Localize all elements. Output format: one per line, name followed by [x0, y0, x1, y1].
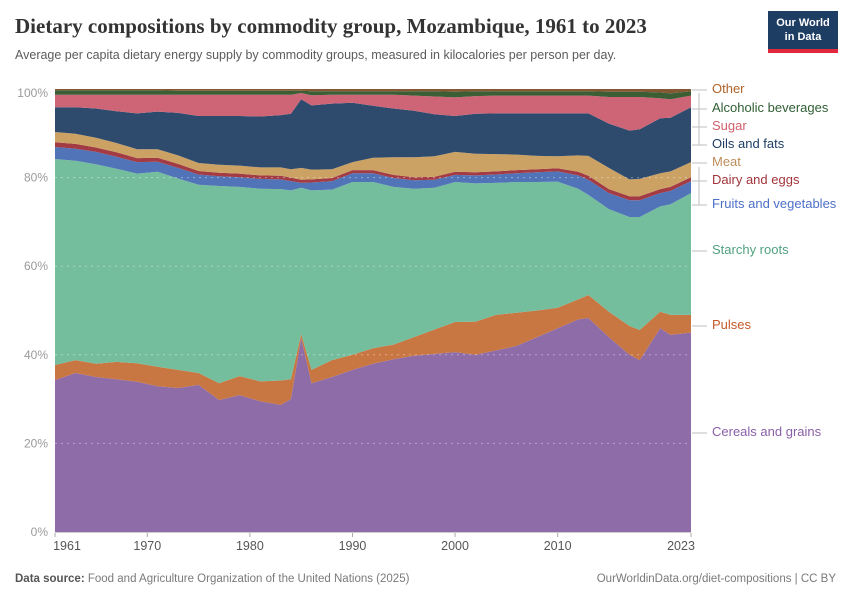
legend-item-fruits-and-vegetables[interactable]: Fruits and vegetables: [712, 196, 837, 211]
area-dairy-and-eggs[interactable]: [55, 142, 691, 201]
data-source-note: Data source: Food and Agriculture Organi…: [15, 573, 409, 585]
area-fruits-and-vegetables[interactable]: [55, 147, 691, 217]
attribution-link[interactable]: OurWorldinData.org/diet-compositions | C…: [596, 573, 836, 585]
chart-subtitle: Average per capita dietary energy supply…: [15, 48, 617, 62]
owid-logo-line1: Our World: [776, 17, 830, 29]
x-tick-label: 2023: [667, 539, 695, 553]
area-sugar[interactable]: [55, 93, 691, 131]
y-tick-label: 20%: [24, 436, 48, 450]
area-cereals-and-grains[interactable]: [55, 318, 691, 532]
x-tick-label: 1961: [53, 539, 81, 553]
area-other[interactable]: [55, 89, 691, 94]
legend-item-other[interactable]: Other: [712, 81, 745, 96]
chart-footer: Data source: Food and Agriculture Organi…: [0, 563, 850, 600]
x-tick-label: 1980: [236, 539, 264, 553]
area-oils-and-fats[interactable]: [55, 99, 691, 180]
legend-item-sugar[interactable]: Sugar: [712, 118, 747, 133]
legend-item-oils-and-fats[interactable]: Oils and fats: [712, 136, 785, 151]
area-pulses[interactable]: [55, 295, 691, 405]
data-source-label: Data source:: [15, 573, 85, 585]
y-tick-label: 80%: [24, 171, 48, 185]
owid-logo-line2: in Data: [784, 31, 822, 44]
owid-logo[interactable]: Our World in Data: [768, 11, 838, 53]
y-tick-label: 40%: [24, 348, 48, 362]
x-tick-label: 2000: [441, 539, 469, 553]
legend-item-pulses[interactable]: Pulses: [712, 317, 752, 332]
legend-item-cereals-and-grains[interactable]: Cereals and grains: [712, 424, 822, 439]
legend-item-meat[interactable]: Meat: [712, 154, 741, 169]
area-starchy-roots[interactable]: [55, 159, 691, 384]
x-tick-label: 2010: [544, 539, 572, 553]
data-source-text: Food and Agriculture Organization of the…: [84, 573, 410, 585]
x-tick-label: 1970: [133, 539, 161, 553]
y-tick-label: 100%: [17, 86, 48, 100]
legend-item-starchy-roots[interactable]: Starchy roots: [712, 242, 789, 257]
y-tick-label: 0%: [31, 525, 49, 539]
legend-item-dairy-and-eggs[interactable]: Dairy and eggs: [712, 172, 800, 187]
legend-item-alcoholic-beverages[interactable]: Alcoholic beverages: [712, 100, 829, 115]
area-alcoholic-beverages[interactable]: [55, 90, 691, 100]
area-meat[interactable]: [55, 132, 691, 197]
y-tick-label: 60%: [24, 259, 48, 273]
page-title: Dietary compositions by commodity group,…: [15, 14, 647, 38]
x-tick-label: 1990: [339, 539, 367, 553]
